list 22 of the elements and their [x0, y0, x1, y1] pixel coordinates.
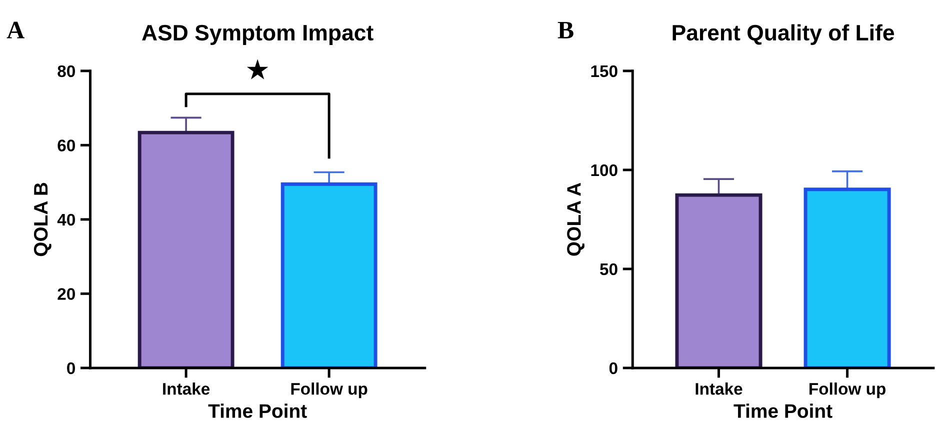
y-tick-label: 50 [600, 263, 618, 276]
y-tick-label: 20 [58, 288, 75, 300]
x-axis-title: Time Point [734, 404, 832, 418]
y-tick-label: 80 [58, 65, 75, 78]
y-tick-label: 40 [57, 214, 75, 226]
y-tick-label: 150 [591, 65, 618, 78]
x-tick-label: Follow up [810, 382, 886, 398]
chart-title: ASD Symptom Impact [142, 24, 374, 45]
x-tick-label: Intake [696, 382, 742, 395]
text: B [558, 22, 574, 38]
y-tick-label: 60 [58, 140, 75, 152]
x-axis-title: Time Point [208, 404, 307, 418]
y-tick-label: 0 [609, 362, 618, 374]
chart-title: Parent Quality of Life [672, 24, 894, 45]
annotation: ★ [246, 59, 268, 80]
y-tick-label: 100 [591, 164, 618, 176]
y-tick-label: 0 [67, 362, 75, 374]
text: A [6, 22, 24, 38]
x-tick-label: Intake [163, 382, 210, 395]
y-axis-title: QOLA B [34, 182, 52, 256]
x-tick-label: Follow up [291, 382, 368, 398]
y-axis-title: QOLA A [567, 182, 584, 256]
